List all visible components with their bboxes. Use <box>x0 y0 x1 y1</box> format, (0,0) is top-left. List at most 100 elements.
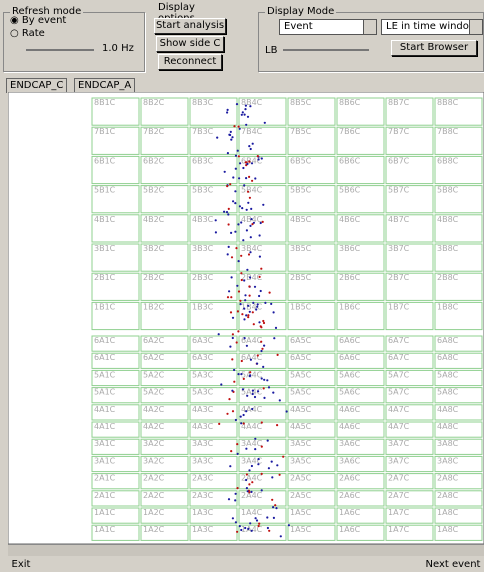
chamber <box>189 404 238 421</box>
options-group: Display options Start analysis Show side… <box>150 2 230 70</box>
tab[interactable]: ENDCAP_A <box>74 78 136 93</box>
chamber <box>140 507 189 524</box>
hit <box>234 167 237 170</box>
hit <box>230 256 234 259</box>
hit <box>266 439 269 442</box>
tab-active[interactable]: ENDCAP_C <box>6 78 68 93</box>
chamber-label: 5A5C <box>290 388 312 397</box>
chamber-label: 2A5C <box>290 491 312 500</box>
hit <box>261 220 264 223</box>
hit <box>252 221 255 224</box>
chamber-label: 4A5C <box>290 405 312 414</box>
hit <box>233 125 236 128</box>
chamber <box>287 404 336 421</box>
chamber-label: 2A6C <box>339 491 361 500</box>
show-side-button[interactable]: Show side C <box>156 36 224 52</box>
chamber <box>336 387 385 404</box>
chamber <box>238 126 287 155</box>
chamber <box>91 387 140 404</box>
exit-button[interactable]: Exit <box>6 558 36 572</box>
chamber <box>434 335 483 352</box>
chamber <box>287 185 336 214</box>
hit <box>246 115 250 118</box>
chamber <box>140 301 189 331</box>
hit <box>234 190 237 193</box>
hit <box>248 196 251 199</box>
chamber <box>385 507 434 524</box>
chamber-label: 1A7C <box>388 508 410 517</box>
chamber <box>140 369 189 387</box>
hit <box>228 398 231 401</box>
hit <box>251 142 254 145</box>
chamber-label: 6A5C <box>290 353 312 362</box>
hit <box>240 113 243 116</box>
chamber <box>91 369 140 387</box>
chamber <box>91 155 140 185</box>
chamber-label: 1A1C <box>94 525 116 534</box>
chamber-label: 6A1C <box>94 336 116 345</box>
chamber <box>287 524 336 541</box>
hit <box>229 311 233 314</box>
start-analysis-button[interactable]: Start analysis <box>154 18 226 34</box>
chamber-label: 3B8C <box>437 244 459 253</box>
radio-by-event[interactable]: ◉ By event <box>10 15 67 26</box>
hit <box>231 333 234 336</box>
chamber-label: 4B8C <box>437 215 459 224</box>
chamber <box>140 455 189 473</box>
chamber-label: 1A3C <box>192 508 214 517</box>
hit <box>244 299 247 302</box>
chamber-label: 3A4C <box>241 456 263 465</box>
chamber-label: 6A7C <box>388 353 410 362</box>
chamber <box>287 387 336 404</box>
rate-slider[interactable] <box>26 49 94 51</box>
display-canvas: 8B1C 8B2C 8B3C 8B4C 8B5C 8B6C 8B7C 8B8C 7B1C 7B2C… <box>8 92 484 544</box>
chamber-label: 4B7C <box>388 215 410 224</box>
hit <box>226 152 229 155</box>
chamber <box>336 438 385 455</box>
chamber <box>238 438 287 455</box>
h-scrollbar[interactable] <box>8 544 484 556</box>
hit <box>245 478 248 482</box>
chamber <box>287 421 336 438</box>
chamber <box>336 97 385 126</box>
chamber <box>140 473 189 490</box>
chamber-label: 5B7C <box>388 186 410 195</box>
chamber-label: 5A6C <box>339 388 361 397</box>
hit <box>234 230 237 233</box>
hit <box>245 487 248 490</box>
radio-rate[interactable]: ○ Rate <box>10 28 45 39</box>
chamber <box>336 421 385 438</box>
chamber-label: 7B5C <box>290 127 312 136</box>
chamber <box>385 185 434 214</box>
chamber-label: 6B8C <box>437 156 459 165</box>
hit <box>231 517 234 520</box>
hit <box>242 377 245 380</box>
hit <box>245 208 248 211</box>
chamber-label: 1A5C <box>290 525 312 534</box>
start-browser-button[interactable]: Start Browser <box>391 40 477 56</box>
select-value: Event <box>284 21 313 32</box>
hit <box>227 223 230 226</box>
chamber-label: 1A1C <box>94 508 116 517</box>
chamber <box>140 97 189 126</box>
chamber <box>140 214 189 243</box>
next-event-button[interactable]: Next event <box>424 558 482 572</box>
lb-slider[interactable] <box>283 49 369 51</box>
hit <box>254 177 257 180</box>
chamber <box>336 490 385 507</box>
chamber-label: 8B1C <box>94 98 116 107</box>
hit <box>244 294 247 297</box>
chamber <box>434 421 483 438</box>
chamber <box>287 490 336 507</box>
hit <box>252 301 255 304</box>
chamber <box>91 352 140 369</box>
hit <box>263 396 266 399</box>
reconnect-button[interactable]: Reconnect <box>158 54 222 70</box>
chamber <box>189 335 238 352</box>
hit <box>262 365 265 368</box>
hit <box>255 308 258 311</box>
window-select[interactable]: LE in time windo <box>381 19 483 35</box>
mode-select[interactable]: Event <box>279 19 377 35</box>
display-mode-group: Display Mode Event LE in time windo LB S… <box>258 6 484 72</box>
hit <box>230 450 233 453</box>
